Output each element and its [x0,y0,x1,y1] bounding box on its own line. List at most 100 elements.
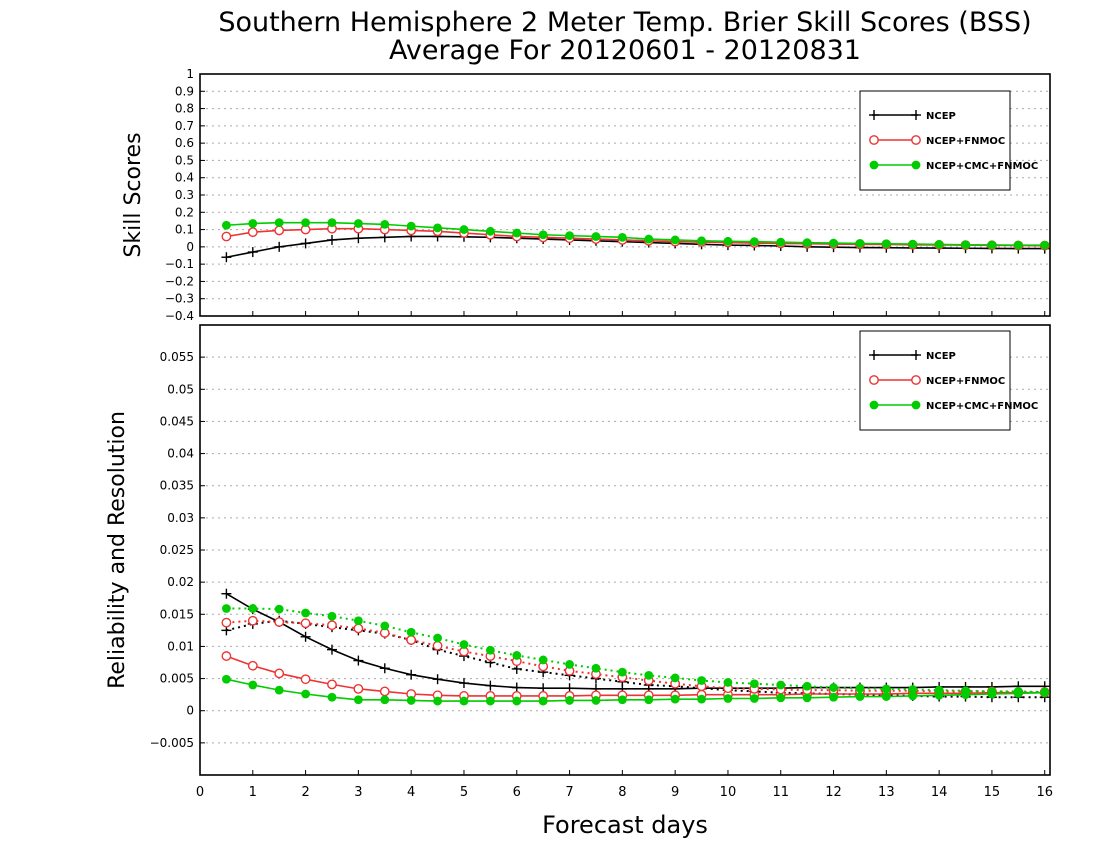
x-tick-label: 5 [460,785,468,800]
data-point [776,237,786,247]
x-axis-ticks: 0 1 2 3 4 5 6 7 8 9 10 11 12 13 14 15 16 [196,785,1053,800]
data-point [221,588,232,599]
data-point [565,696,574,705]
data-point [829,692,838,702]
y-tick-label: 0.005 [160,672,194,686]
data-point [353,695,363,705]
y-tick-label: 0.055 [160,350,194,364]
data-point [591,696,601,705]
data-point [644,670,654,680]
data-point [670,694,680,704]
data-point [565,660,574,669]
y-tick-label: 0.3 [175,188,194,202]
data-point [406,669,417,680]
data-point [221,674,231,684]
data-point [829,683,838,692]
legend-item: NCEP+CMC+FNMOC [869,160,1038,172]
y-tick-label: 0.5 [175,153,194,167]
data-point [301,608,310,618]
data-point [855,683,865,693]
x-tick-label: 4 [407,785,415,800]
data-point [881,684,891,694]
y-tick-label: 0.04 [167,447,194,461]
data-point [353,616,363,626]
data-point [353,623,364,634]
data-point [908,239,918,249]
series-line [226,619,1045,694]
data-point [353,655,364,666]
data-point [617,232,627,242]
data-point [538,696,548,706]
chart-title-line1: Southern Hemisphere 2 Meter Temp. Brier … [218,7,1031,38]
top-y-axis-label: Skill Scores [121,132,146,257]
chart-title-line2: Average For 20120601 - 20120831 [389,35,861,66]
data-point [432,674,443,685]
data-point [749,694,759,703]
legend-item: NCEP [869,110,956,122]
data-point [855,692,865,701]
legend-item: NCEP+CMC+FNMOC [869,400,1038,412]
series-line [226,607,1045,694]
data-point [485,645,495,655]
data-point [300,631,311,642]
data-point [353,683,364,694]
data-point [459,696,469,706]
data-point [485,696,495,706]
data-point [327,218,337,228]
y-tick-label: −0.1 [165,257,194,271]
data-point [1013,240,1023,250]
y-tick-label: 0.8 [175,102,194,116]
data-point [301,689,310,699]
data-point [327,620,337,631]
x-axis-label: Forecast days [542,811,708,839]
x-tick-label: 2 [301,785,309,800]
legend: NCEP NCEP+FNMOC NCEP+CMC+FNMOC [859,90,1038,191]
legend-label: NCEP+CMC+FNMOC [926,401,1038,412]
data-point [406,221,416,231]
data-point [1040,687,1050,697]
data-point [670,673,680,683]
x-tick-label: 0 [196,785,204,800]
data-point [538,230,548,240]
x-tick-label: 12 [825,785,842,800]
legend-label: NCEP [926,351,956,362]
data-point [697,694,706,704]
y-tick-label: −0.2 [165,274,194,288]
data-point [248,680,258,690]
data-point [934,240,944,249]
data-point [855,239,865,248]
data-point [459,225,469,234]
data-point [458,678,469,689]
x-tick-label: 7 [565,785,573,800]
data-point [380,621,390,631]
data-point [274,685,284,695]
y-tick-label: 0.05 [167,382,194,396]
data-point [934,685,944,695]
data-point [247,660,258,671]
data-point [908,685,918,694]
reliability-resolution-panel: −0.005 0 0.005 0.01 0.015 0.02 0.025 0.03 0.035 0… [150,324,1051,776]
x-tick-label: 1 [249,785,257,800]
data-point [433,223,442,233]
y-tick-label: 0.9 [175,84,194,98]
data-point [485,226,495,236]
data-point [300,674,311,685]
data-point [274,218,284,228]
data-point [221,617,232,628]
bottom-y-axis-label: Reliability and Resolution [105,411,130,689]
data-point [327,611,337,621]
legend-item: NCEP+FNMOC [869,135,1005,147]
plot-frame [199,73,1051,317]
x-tick-label: 16 [1036,785,1053,800]
data-point [987,240,997,250]
data-point [379,663,390,674]
series-line [226,619,1045,699]
y-tick-label: 0.045 [160,414,194,428]
y-tick-label: −0.4 [165,309,194,323]
data-point [459,640,469,649]
y-tick-label: 1 [186,67,194,81]
y-tick-label: −0.005 [150,736,194,750]
x-tick-label: 11 [772,785,789,800]
y-tick-label: 0.2 [175,205,194,219]
